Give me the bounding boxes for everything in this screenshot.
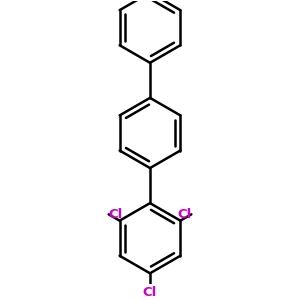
Text: Cl: Cl bbox=[109, 208, 123, 221]
Text: Cl: Cl bbox=[177, 208, 191, 221]
Text: Cl: Cl bbox=[143, 286, 157, 299]
